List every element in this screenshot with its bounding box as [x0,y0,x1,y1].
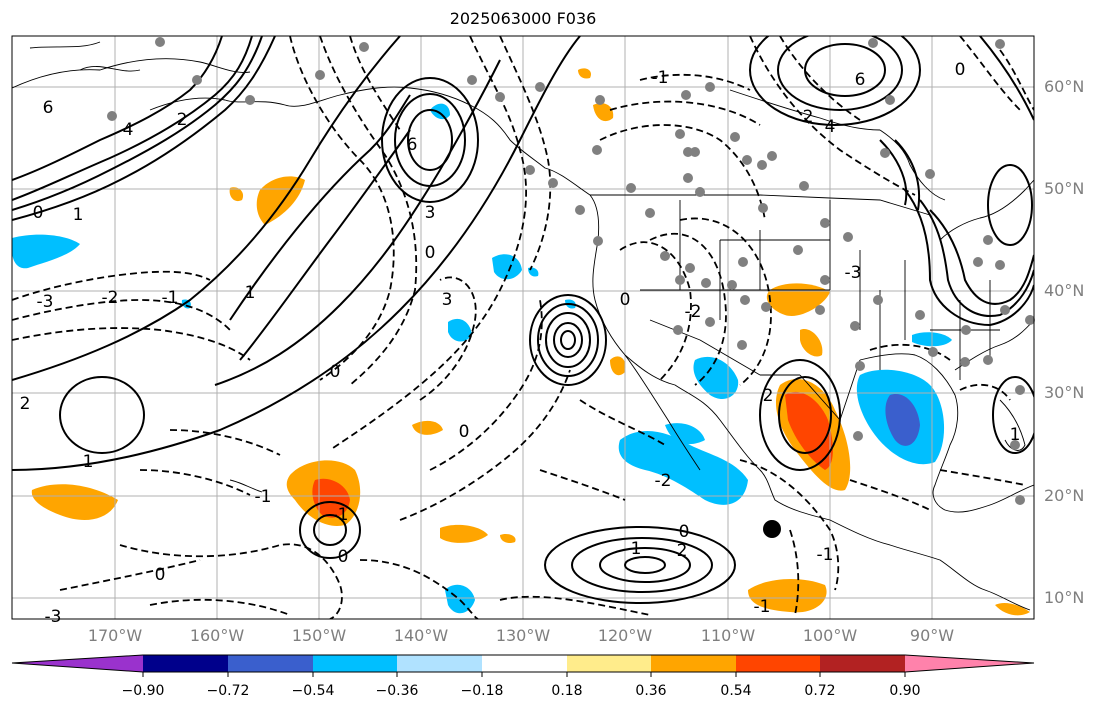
contour-label: 3 [442,290,453,310]
colorbar-bin [482,655,567,672]
contour-label: 1 [631,539,642,559]
solid-contours [12,36,1034,604]
colorbar-tick-label: 0.54 [720,683,752,699]
colorbar-bin [228,655,313,672]
colorbar-tick-label: −0.54 [291,683,335,699]
lat-label: 20°N [1044,486,1085,505]
contour-label: -1 [652,68,669,88]
colorbar-bin [397,655,482,672]
colorbar-bin [820,655,905,672]
colorbar-extend-left [12,655,143,672]
lat-label: 10°N [1044,588,1085,607]
lon-label: 170°W [87,626,143,645]
colorbar-bin [651,655,736,672]
colorbar-bin [567,655,651,672]
contour-label: -1 [817,545,834,565]
contour-label: 2 [763,386,774,406]
lat-label: 60°N [1044,77,1085,96]
contour-label: 4 [123,120,134,140]
lat-label: 40°N [1044,281,1085,300]
colorbar-tick-label: −0.36 [375,683,419,699]
contour-labels: 6 4 2 0 1 3 6 0 -3 -2 -1 1 3 0 6 4 2 0 -… [20,60,1021,627]
colorbar-bin [143,655,228,672]
colorbar-extend-right [905,655,1034,672]
contour-label: 0 [620,290,631,310]
colorbar-tick-label: 0.90 [889,683,921,699]
contour-label: -3 [45,607,62,627]
lon-label: 120°W [597,626,653,645]
contour-label: 0 [425,243,436,263]
lon-label: 140°W [393,626,449,645]
contour-label: -1 [754,597,771,617]
contour-label: 6 [407,135,418,155]
contour-label: 0 [330,362,341,382]
lat-label: 30°N [1044,383,1085,402]
contour-label: -1 [162,288,179,308]
contour-label: -1 [332,505,349,525]
graticule-grid [12,36,1034,619]
contour-label: -2 [685,302,702,322]
contour-label: 0 [679,522,690,542]
colorbar-tick-label: −0.18 [460,683,504,699]
contour-label: 0 [338,547,349,567]
contour-label: 0 [459,422,470,442]
contour-label: 0 [33,203,44,223]
contour-label: 0 [955,60,966,80]
contour-label: -3 [37,292,54,312]
lon-label: 110°W [700,626,756,645]
contour-label: 1 [1010,425,1021,445]
lon-label: 150°W [291,626,347,645]
contour-label: -2 [655,471,672,491]
lon-label: 160°W [189,626,245,645]
colorbar-tick-label: −0.90 [121,683,165,699]
negative-anomaly-shading [12,103,952,614]
colorbar-bin [313,655,397,672]
contour-label: 6 [855,70,866,90]
colorbar [11,654,1035,677]
station-markers [107,37,1035,505]
colorbar-bin [736,655,820,672]
contour-label: 2 [20,394,31,414]
contour-label: 1 [83,452,94,472]
lon-label: 130°W [495,626,551,645]
lon-label: 100°W [802,626,858,645]
contour-label: -3 [845,263,862,283]
contour-label: 1 [73,205,84,225]
contour-label: 4 [825,117,836,137]
lat-label: 50°N [1044,179,1085,198]
contour-label: 2 [677,541,688,561]
colorbar-tick-label: −0.72 [206,683,250,699]
colorbar-tick-label: 0.18 [551,683,583,699]
map-title: 2025063000 F036 [449,9,597,28]
contour-label: 2 [803,107,814,127]
map-frame-border [11,35,1035,620]
contour-label: -1 [255,487,272,507]
positive-anomaly-shading [31,68,1030,616]
contour-label: 6 [43,98,54,118]
lon-label: 90°W [909,626,955,645]
contour-label: 0 [155,565,166,585]
colorbar-tick-label: 0.72 [804,683,836,699]
dashed-contours [12,36,1034,619]
contour-label: 3 [425,203,436,223]
contour-label: -2 [102,288,119,308]
storm-center-marker [763,520,781,538]
contour-label: 2 [177,110,188,130]
colorbar-tick-label: 0.36 [635,683,667,699]
contour-label: 1 [245,283,256,303]
